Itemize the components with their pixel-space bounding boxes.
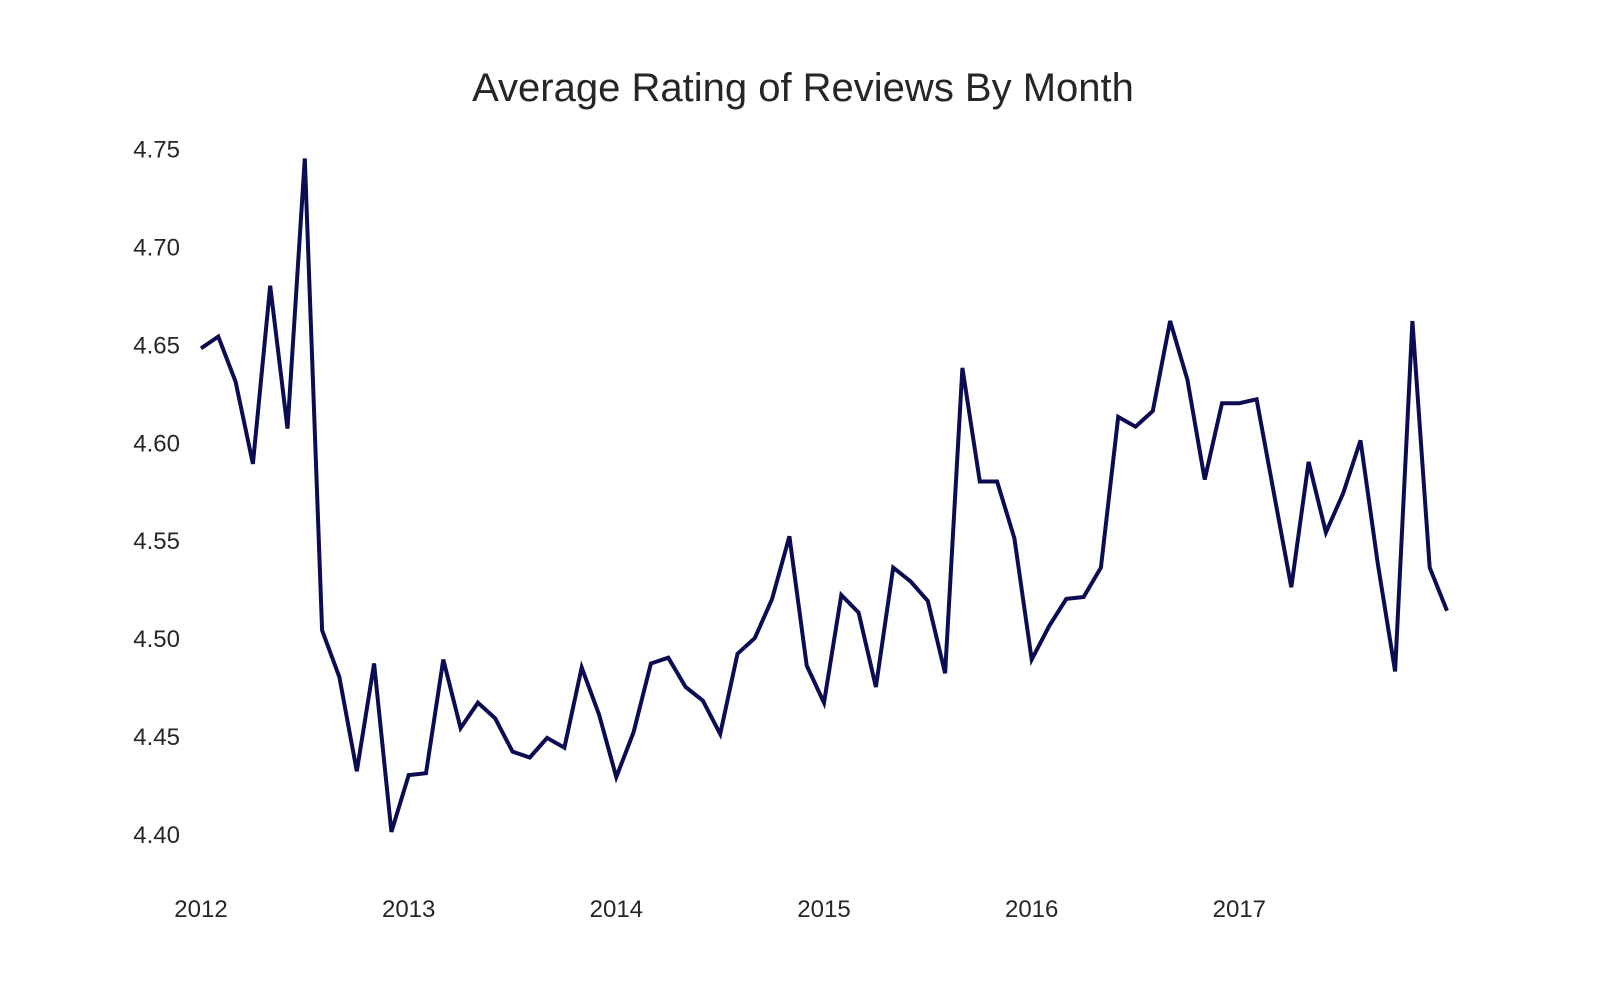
y-tick-label: 4.70 [133,235,180,262]
chart-title: Average Rating of Reviews By Month [472,66,1134,110]
x-tick-label: 2015 [797,896,850,923]
x-tick-label: 2012 [174,896,227,923]
series-line-0 [199,158,1449,833]
x-axis: 2012 2013 2014 2015 2016 2017 [174,896,1266,923]
y-tick-label: 4.55 [133,528,180,555]
y-tick-label: 4.60 [133,430,180,457]
y-axis: 4.40 4.45 4.50 4.55 4.60 4.65 4.70 4.75 [133,137,180,849]
x-tick-label: 2016 [1005,896,1058,923]
y-tick-label: 4.65 [133,332,180,359]
x-tick-label: 2017 [1213,896,1266,923]
y-tick-label: 4.40 [133,822,180,849]
series-group [199,158,1449,833]
x-tick-label: 2013 [382,896,435,923]
y-tick-label: 4.75 [133,137,180,164]
y-tick-label: 4.45 [133,724,180,751]
y-tick-label: 4.50 [133,626,180,653]
x-tick-label: 2014 [590,896,643,923]
